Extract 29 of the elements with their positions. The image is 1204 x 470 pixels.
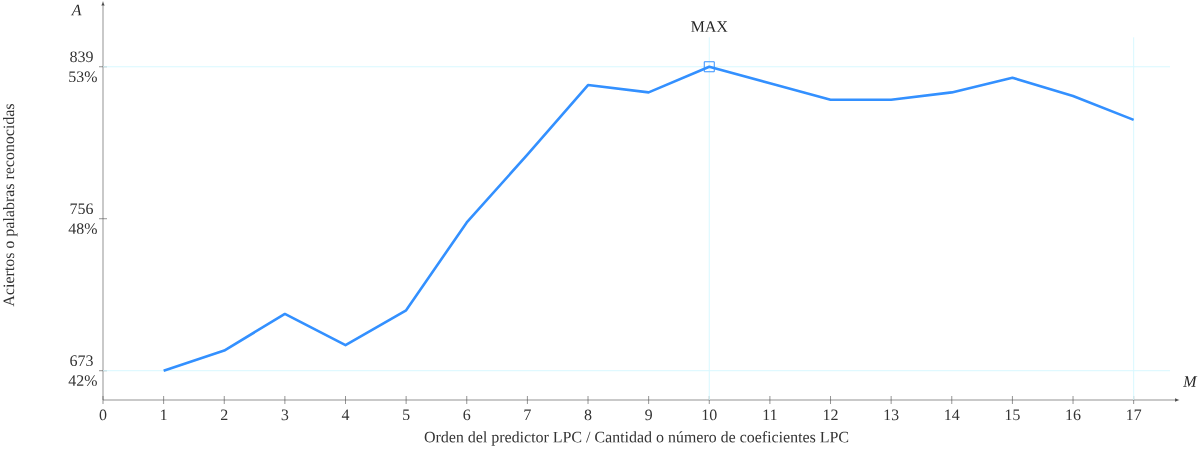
x-tick-label: 9 [645, 409, 652, 421]
x-tick-label: 4 [341, 409, 350, 421]
x-tick-label: 11 [763, 409, 777, 421]
x-tick-label: 16 [1066, 409, 1081, 421]
x-tick-label: 17 [1127, 409, 1142, 421]
text: A [70, 4, 82, 16]
y2-tick-label: 48% [68, 223, 97, 235]
x-tick-label: 2 [220, 409, 228, 421]
x-tick-label: 8 [584, 409, 592, 421]
x-tick-label: 1 [161, 409, 167, 421]
y-tick-label: 839 [70, 51, 93, 63]
x-tick-label: 10 [702, 409, 717, 421]
ref-line-label: MAX [691, 21, 728, 32]
x-tick-label: 3 [281, 409, 289, 421]
y-tick-label: 756 [70, 203, 94, 215]
text: M [1183, 376, 1198, 387]
x-tick-label: 7 [524, 409, 531, 420]
x-tick-label: 14 [945, 409, 960, 421]
x-tick-label: 12 [823, 409, 838, 421]
x-tick-label: 0 [99, 409, 107, 421]
x-tick-label: 13 [884, 409, 899, 421]
x-tick-label: 6 [463, 409, 471, 421]
x-tick-label: 5 [403, 409, 410, 421]
x-tick-label: 15 [1005, 409, 1020, 421]
y-axis-title: Aciertos o palabras reconocidas [3, 103, 18, 307]
y2-tick-label: 53% [69, 71, 97, 83]
y-tick-label: 673 [70, 355, 93, 367]
x-axis-title: Orden del predictor LPC / Cantidad o número de coeficientes LPC [424, 431, 849, 446]
y2-tick-label: 42% [68, 375, 97, 386]
